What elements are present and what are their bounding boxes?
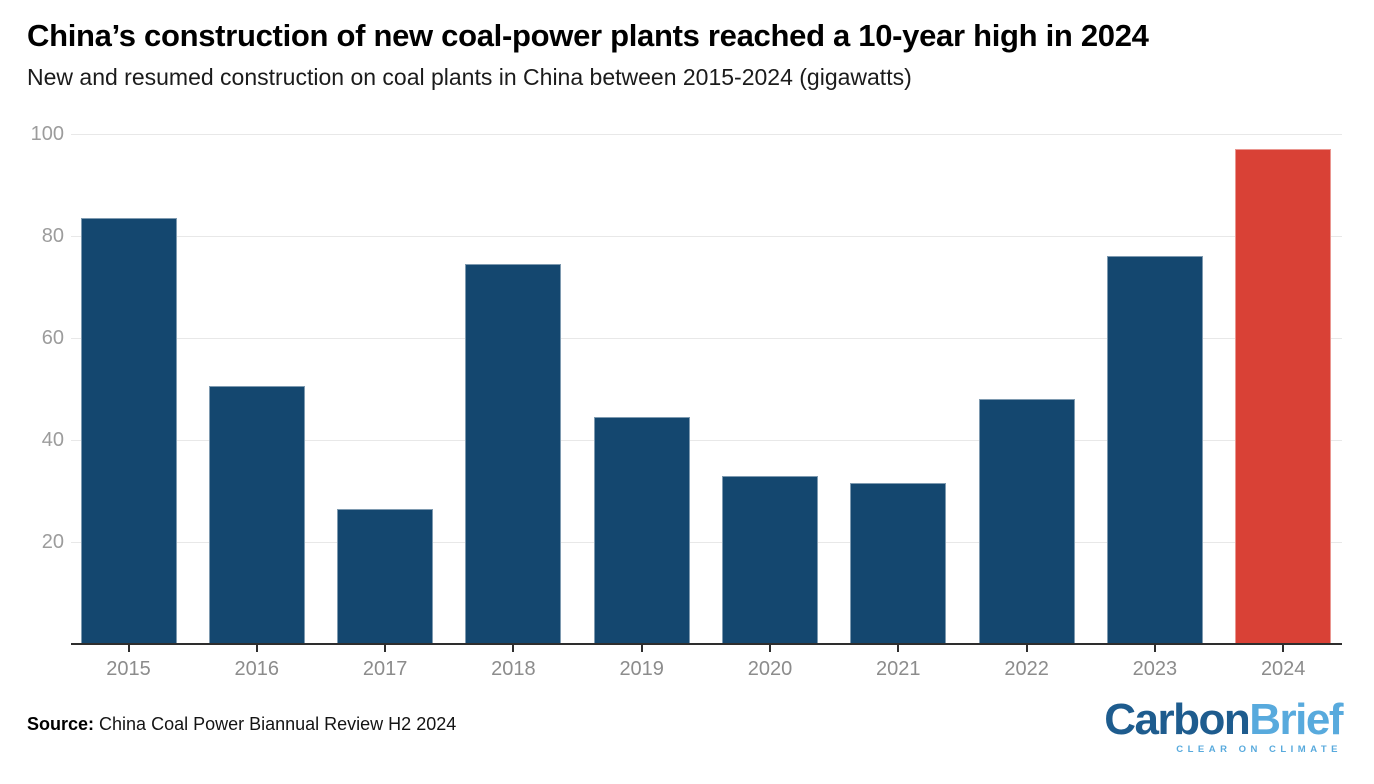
x-axis-tick-label: 2021 <box>876 658 921 680</box>
x-axis-tick <box>127 645 130 652</box>
carbonbrief-logo: CarbonBrief CLEAR ON CLIMATE <box>1104 695 1343 756</box>
bar-2017 <box>337 508 434 644</box>
logo-word-carbon: Carbon <box>1104 695 1251 744</box>
x-axis-tick <box>769 645 771 652</box>
x-axis-tick-label: 2016 <box>234 658 280 680</box>
gridline-80 <box>71 235 1342 237</box>
bar-2018 <box>465 264 562 644</box>
bar-2019 <box>593 417 690 644</box>
x-axis-line <box>71 643 1342 645</box>
x-axis-tick <box>255 645 258 652</box>
bar-2021 <box>850 483 947 644</box>
x-axis-tick <box>897 645 900 652</box>
gridline-40 <box>71 439 1342 441</box>
logo-word-brief: Brief <box>1249 695 1343 744</box>
bar-2024 <box>1235 149 1332 644</box>
bar-2015 <box>80 218 177 644</box>
y-axis-tick-label: 100 <box>30 123 64 145</box>
source-text: China Coal Power Biannual Review H2 2024 <box>94 714 457 734</box>
source-label: Source: <box>27 714 95 734</box>
y-axis-tick-label: 40 <box>41 429 64 451</box>
x-axis-tick-label: 2017 <box>362 658 408 680</box>
logo-tagline: CLEAR ON CLIMATE <box>1176 744 1342 755</box>
chart-subtitle: New and resumed construction on coal pla… <box>27 64 912 90</box>
y-axis-tick-label: 80 <box>41 225 64 247</box>
source-line: Source: China Coal Power Biannual Review… <box>27 714 456 735</box>
x-axis-tick-label: 2019 <box>619 658 664 680</box>
bar-2022 <box>978 399 1075 644</box>
chart-title: China’s construction of new coal-power p… <box>27 18 1149 53</box>
y-axis-tick-label: 60 <box>41 327 64 349</box>
x-axis-tick-label: 2023 <box>1132 658 1178 680</box>
x-axis-tick <box>512 645 515 652</box>
x-axis-tick-label: 2024 <box>1260 658 1306 680</box>
carbonbrief-logo-wordmark: CarbonBrief <box>1104 695 1343 744</box>
gridline-100 <box>71 133 1342 135</box>
x-axis-tick <box>640 645 643 652</box>
x-axis-tick-label: 2022 <box>1004 658 1049 680</box>
x-axis-tick <box>1153 645 1156 652</box>
x-axis-tick-label: 2015 <box>106 658 151 680</box>
bar-2016 <box>208 386 305 644</box>
x-axis-tick <box>384 645 387 652</box>
y-axis-tick-label: 20 <box>41 531 64 553</box>
x-axis-tick <box>1025 645 1028 652</box>
x-axis-tick-label: 2018 <box>491 658 536 680</box>
gridline-60 <box>71 337 1342 339</box>
x-axis-tick <box>1282 645 1285 652</box>
bar-2023 <box>1106 256 1203 644</box>
bar-2020 <box>722 475 818 644</box>
gridline-20 <box>71 541 1342 543</box>
x-axis-tick-label: 2020 <box>747 658 793 680</box>
